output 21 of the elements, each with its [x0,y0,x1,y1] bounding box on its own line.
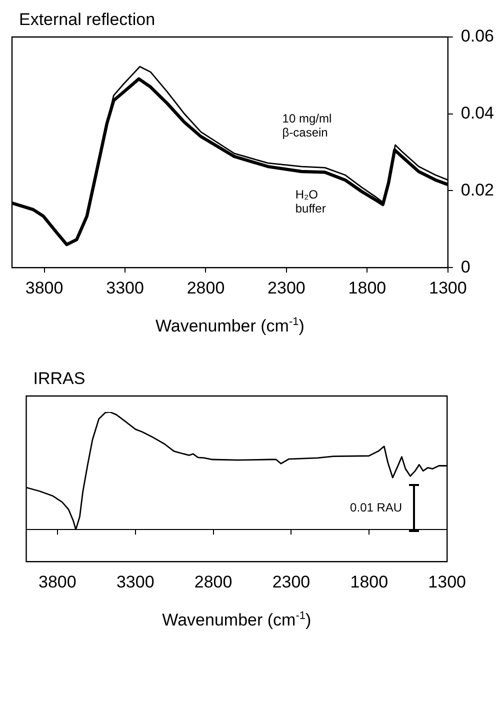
x-tick-label: 2800 [186,278,225,298]
x-tick-label: 2800 [194,572,232,592]
x-tick-label: 3800 [38,572,76,592]
x-tick-label: 1800 [350,572,388,592]
x-tick-label: 1300 [428,572,466,592]
series-label: H₂O buffer [295,188,326,216]
y-tick-label: 0.06 [460,26,494,46]
x-tick-label: 3300 [116,572,154,592]
x-tick-label: 2300 [272,572,310,592]
chart-title: External reflection [19,10,156,29]
x-tick-label: 3800 [25,278,64,298]
chart-title: IRRAS [33,369,86,388]
x-tick-label: 1300 [429,278,467,298]
y-tick-label: 0.02 [460,180,494,200]
annotation: 0.01 RAU [350,500,402,515]
x-tick-label: 3300 [106,278,144,298]
text: 10 mg/ml β-casein [282,111,332,140]
x-tick-label: 1800 [348,278,386,298]
x-tick-label: 2300 [268,278,306,298]
y-tick-label: 0 [460,257,470,276]
y-tick-label: 0.04 [460,104,494,123]
